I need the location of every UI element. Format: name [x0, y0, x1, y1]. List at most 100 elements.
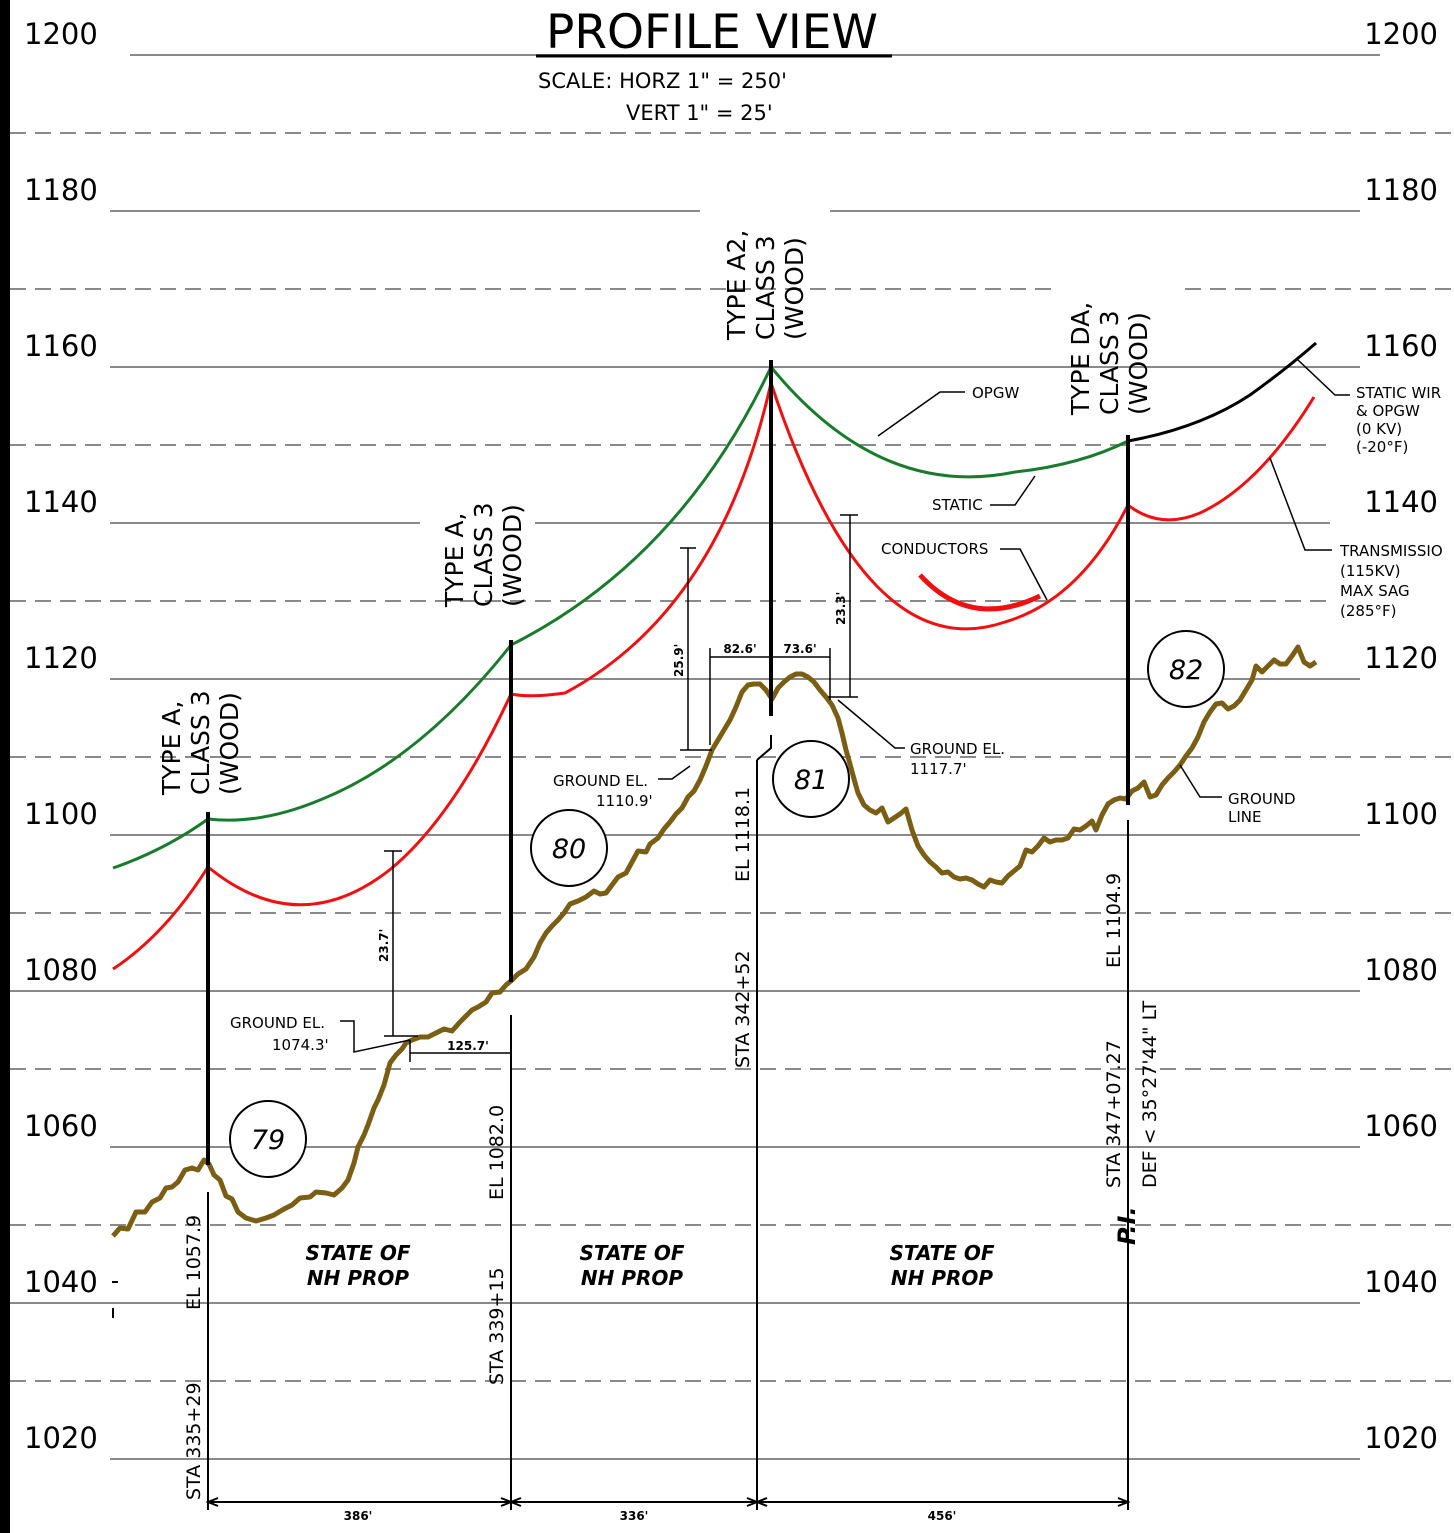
pole-81-type-line3: (WOOD)	[780, 237, 809, 340]
property-2-line1: STATE OF	[580, 1241, 685, 1265]
scale-vert: VERT 1" = 25'	[626, 101, 773, 125]
pole-82-deflection-text: DEF < 35°27'44" LT	[1139, 1000, 1161, 1188]
elev-left-1100: 1100	[24, 797, 98, 831]
static-note-line2: & OPGW	[1356, 402, 1420, 420]
clearance-dimensions	[384, 514, 858, 1062]
offset-2-value: 82.6'	[723, 642, 756, 656]
span-79-80: 386'	[344, 1509, 373, 1523]
elev-right-1040: 1040	[1364, 1265, 1438, 1299]
pole-82-station-text: STA 347+07.27	[1103, 1040, 1125, 1188]
page-title: PROFILE VIEW	[546, 5, 878, 60]
ground-el-1-leader	[340, 1020, 411, 1053]
ground-line-label-1: GROUND	[1228, 790, 1296, 808]
pole-81-number: 81	[794, 765, 828, 796]
static-label: STATIC	[932, 496, 983, 514]
elev-left-1060: 1060	[24, 1109, 98, 1143]
elev-right-1120: 1120	[1364, 641, 1438, 675]
elevation-labels-left: 1200 1180 1160 1140 1120 1100 1080 1060 …	[24, 17, 98, 1455]
pole-81-type-line2: CLASS 3	[751, 235, 780, 340]
pole-80-station: STA 339+15 EL 1082.0	[486, 1105, 508, 1385]
pole-number-markers: 79 80 81 82	[229, 630, 1225, 1178]
transmission-note-line3: MAX SAG	[1340, 582, 1410, 600]
elevation-grid	[10, 54, 1454, 1460]
transmission-note-line2: (115KV)	[1340, 562, 1400, 580]
clearance-2-value: 25.9'	[672, 644, 686, 677]
property-1-line1: STATE OF	[306, 1241, 411, 1265]
pole-81-type-line1: TYPE A2,	[722, 230, 751, 341]
opgw-label: OPGW	[972, 384, 1019, 402]
pole-81-station: STA 342+52 EL 1118.1	[732, 787, 754, 1068]
elev-left-1140: 1140	[24, 485, 98, 519]
elev-left-1040: 1040	[24, 1265, 98, 1299]
conductor-span-79-80	[112, 693, 513, 971]
property-1-line2: NH PROP	[307, 1266, 410, 1290]
elev-right-1020: 1020	[1364, 1421, 1438, 1455]
elev-left-1180: 1180	[24, 173, 98, 207]
span-dimensions	[205, 1497, 1131, 1507]
offset-1-value: 125.7'	[447, 1039, 489, 1053]
pole-81-type: TYPE A2, CLASS 3 (WOOD)	[722, 230, 809, 341]
pole-82-pi-text: P.I.	[1113, 1206, 1141, 1245]
pole-80-number: 80	[552, 834, 586, 865]
property-3-line2: NH PROP	[891, 1266, 994, 1290]
elev-left-1020: 1020	[24, 1421, 98, 1455]
station-labels: STA 335+29 EL 1057.9 STA 339+15 EL 1082.…	[183, 787, 1161, 1500]
clearance-labels: 23.7' 25.9' 23.3' 125.7' 82.6' 73.6'	[377, 592, 848, 1053]
pole-81-station-jog	[756, 735, 772, 761]
ground-el-1-line2: 1074.3'	[272, 1036, 329, 1054]
pole-80-type-line2: CLASS 3	[469, 502, 498, 607]
pole-79-type-line1: TYPE A,	[157, 701, 186, 796]
elev-left-1200: 1200	[24, 17, 98, 51]
pole-79-type: TYPE A, CLASS 3 (WOOD)	[157, 690, 244, 796]
pole-79-number: 79	[251, 1125, 285, 1156]
clearance-1-value: 23.7'	[377, 929, 391, 962]
ground-el-2-line1: GROUND EL.	[553, 772, 648, 790]
pole-82-pi: P.I.	[1113, 1206, 1141, 1245]
elev-left-1160: 1160	[24, 329, 98, 363]
pole-79-circle	[229, 1100, 307, 1178]
static-note-line4: (-20°F)	[1356, 438, 1408, 456]
pole-82-type-line3: (WOOD)	[1124, 312, 1153, 415]
pole-79-elevation-text: EL 1057.9	[183, 1215, 205, 1310]
scale-horz: SCALE: HORZ 1" = 250'	[538, 69, 787, 93]
static-wire-extension	[1127, 341, 1317, 443]
span-80-81: 336'	[620, 1509, 649, 1523]
leader-lines	[340, 359, 1350, 1053]
static-leader	[990, 475, 1036, 506]
elev-right-1200: 1200	[1364, 17, 1438, 51]
span-labels: 386' 336' 456'	[344, 1509, 957, 1523]
property-3-line1: STATE OF	[890, 1241, 995, 1265]
elev-right-1160: 1160	[1364, 329, 1438, 363]
sheet-border	[0, 0, 10, 1533]
pole-82-elevation-text: EL 1104.9	[1103, 873, 1125, 968]
elev-left-1080: 1080	[24, 953, 98, 987]
conductors-leader	[1000, 548, 1048, 601]
ground-el-3-line1: GROUND EL.	[910, 740, 1005, 758]
static-note-leader	[1297, 359, 1350, 396]
conductor-wires	[112, 382, 1316, 971]
offset-3-value: 73.6'	[783, 642, 816, 656]
pole-81-station-text: STA 342+52	[732, 950, 754, 1068]
elev-right-1180: 1180	[1364, 173, 1438, 207]
pole-82-type-line2: CLASS 3	[1095, 310, 1124, 415]
pole-80-type-line3: (WOOD)	[498, 504, 527, 607]
transmission-note-leader	[1269, 457, 1332, 551]
static-note-line1: STATIC WIR	[1356, 384, 1441, 402]
pole-type-labels: TYPE A, CLASS 3 (WOOD) TYPE A, CLASS 3 (…	[157, 230, 1153, 796]
ground-el-3-leader	[837, 699, 905, 749]
span-81-82: 456'	[928, 1509, 957, 1523]
ground-el-1-line1: GROUND EL.	[230, 1014, 325, 1032]
transmission-note-line1: TRANSMISSIO	[1339, 542, 1443, 560]
pole-82-number: 82	[1169, 655, 1203, 686]
pole-80-type-line1: TYPE A,	[440, 513, 469, 608]
transmission-note-line4: (285°F)	[1340, 602, 1396, 620]
conductors-label: CONDUCTORS	[881, 540, 988, 558]
property-2-line2: NH PROP	[581, 1266, 684, 1290]
property-labels: STATE OF NH PROP STATE OF NH PROP STATE …	[306, 1241, 995, 1290]
pole-80-circle	[530, 809, 608, 887]
pole-80-elevation-text: EL 1082.0	[486, 1105, 508, 1200]
pole-80-type: TYPE A, CLASS 3 (WOOD)	[440, 502, 527, 608]
pole-79-station-text: STA 335+29	[183, 1382, 205, 1500]
opgw-span-81-82	[769, 366, 1129, 479]
